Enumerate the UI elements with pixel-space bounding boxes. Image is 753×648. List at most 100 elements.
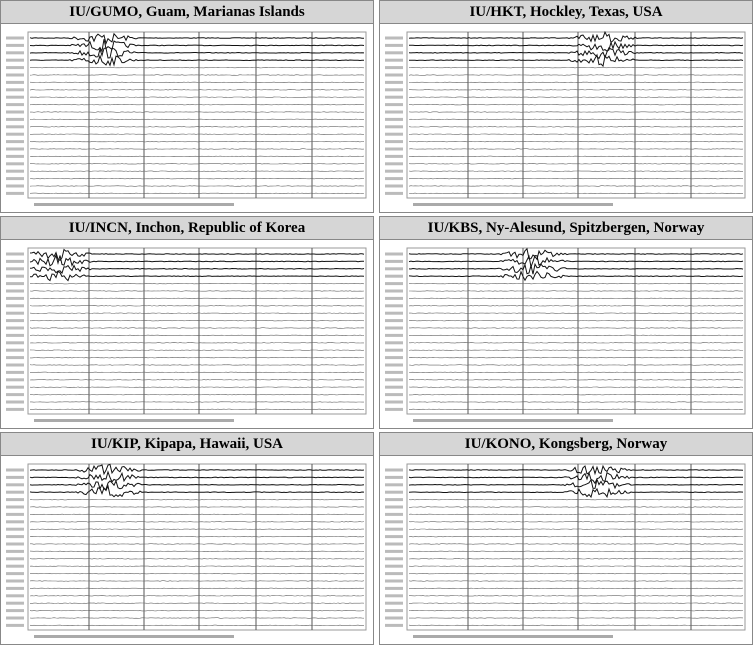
trace-label xyxy=(6,572,24,575)
trace xyxy=(409,551,743,552)
trace xyxy=(30,255,364,265)
trace-label xyxy=(385,550,403,553)
trace-label xyxy=(385,506,403,509)
trace xyxy=(409,249,743,259)
trace-label xyxy=(385,133,403,136)
trace xyxy=(409,141,743,142)
trace-label xyxy=(6,140,24,143)
trace-label xyxy=(385,103,403,106)
trace-label xyxy=(6,103,24,106)
trace xyxy=(30,472,364,482)
trace-label xyxy=(385,386,403,389)
trace xyxy=(30,82,364,83)
trace xyxy=(409,112,743,113)
trace-label xyxy=(385,275,403,278)
trace xyxy=(30,298,364,299)
trace xyxy=(409,603,743,604)
trace-label xyxy=(385,587,403,590)
trace-label xyxy=(6,192,24,195)
station-title: IU/GUMO, Guam, Marianas Islands xyxy=(1,1,373,24)
trace-label xyxy=(6,408,24,411)
trace-label xyxy=(6,290,24,293)
trace-label xyxy=(6,88,24,91)
trace xyxy=(409,104,743,105)
trace-label xyxy=(6,125,24,128)
trace-label xyxy=(6,297,24,300)
trace xyxy=(409,544,743,545)
trace xyxy=(30,566,364,567)
trace-label xyxy=(385,476,403,479)
trace-label xyxy=(6,44,24,47)
trace xyxy=(409,55,743,66)
trace-label xyxy=(6,312,24,315)
trace-label xyxy=(385,192,403,195)
trace xyxy=(409,32,743,42)
trace-label xyxy=(6,557,24,560)
trace-label xyxy=(385,401,403,404)
trace xyxy=(409,588,743,589)
seismogram xyxy=(383,242,749,426)
trace-label xyxy=(385,408,403,411)
trace xyxy=(409,610,743,611)
trace-label xyxy=(6,469,24,472)
trace-label xyxy=(385,565,403,568)
trace xyxy=(30,372,364,373)
trace-label xyxy=(6,334,24,337)
trace xyxy=(409,409,743,410)
plot-frame xyxy=(28,32,366,198)
trace-label xyxy=(385,572,403,575)
trace xyxy=(30,529,364,530)
trace-label xyxy=(385,290,403,293)
trace xyxy=(409,291,743,292)
trace xyxy=(30,481,364,489)
trace xyxy=(30,350,364,351)
station-panel: IU/INCN, Inchon, Republic of Korea xyxy=(0,216,374,429)
trace xyxy=(30,409,364,410)
trace-label xyxy=(385,74,403,77)
trace-label xyxy=(6,51,24,54)
trace-label xyxy=(385,88,403,91)
trace-label xyxy=(6,594,24,597)
trace-label xyxy=(385,356,403,359)
trace xyxy=(409,365,743,366)
trace-label xyxy=(385,624,403,627)
trace-label xyxy=(385,609,403,612)
trace xyxy=(30,394,364,395)
trace-label xyxy=(6,148,24,151)
trace xyxy=(30,75,364,76)
trace xyxy=(409,42,743,51)
trace xyxy=(30,365,364,366)
trace-label xyxy=(6,513,24,516)
trace xyxy=(30,134,364,135)
trace xyxy=(409,596,743,597)
trace-label xyxy=(385,312,403,315)
trace xyxy=(409,343,743,344)
trace xyxy=(30,250,364,261)
trace-label xyxy=(6,587,24,590)
trace xyxy=(30,536,364,537)
trace xyxy=(409,499,743,500)
trace-label xyxy=(385,253,403,256)
trace xyxy=(409,97,743,98)
trace-label xyxy=(6,565,24,568)
trace-label xyxy=(385,59,403,62)
trace xyxy=(30,559,364,560)
trace-label xyxy=(385,66,403,69)
trace xyxy=(30,90,364,91)
footer-text xyxy=(413,203,613,206)
trace-label xyxy=(385,341,403,344)
trace-label xyxy=(385,267,403,270)
seismogram-grid: IU/GUMO, Guam, Marianas IslandsIU/HKT, H… xyxy=(0,0,753,648)
trace xyxy=(409,581,743,582)
trace xyxy=(30,34,364,44)
trace-label xyxy=(6,483,24,486)
trace xyxy=(409,119,743,120)
trace-label xyxy=(385,96,403,99)
trace-label xyxy=(385,81,403,84)
trace-label xyxy=(385,520,403,523)
trace-label xyxy=(385,44,403,47)
trace xyxy=(409,573,743,574)
trace xyxy=(30,186,364,187)
trace xyxy=(30,522,364,523)
trace-label xyxy=(385,319,403,322)
